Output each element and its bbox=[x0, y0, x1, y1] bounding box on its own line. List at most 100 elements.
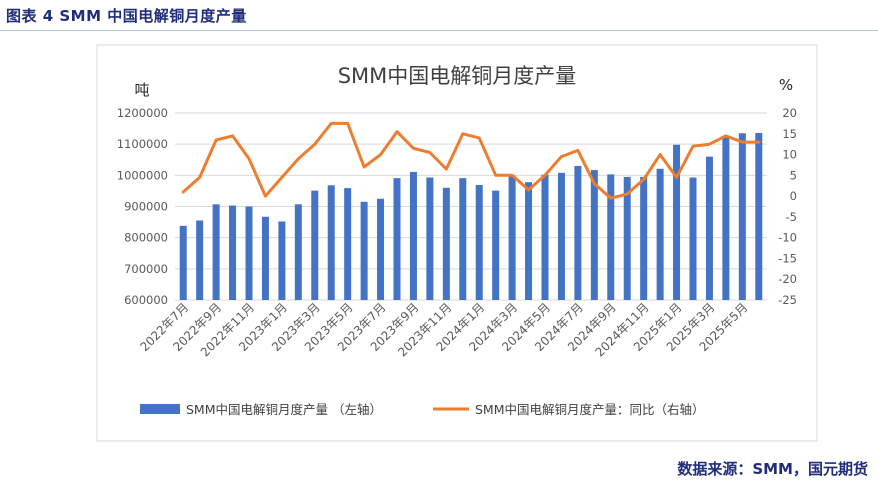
line-point bbox=[198, 176, 201, 179]
line-point bbox=[658, 153, 662, 156]
line-series bbox=[181, 121, 761, 200]
chart-title: SMM中国电解铜月度产量 bbox=[338, 64, 577, 88]
right-tick-label: 15 bbox=[782, 127, 797, 141]
right-tick-label: 0 bbox=[790, 189, 797, 203]
bar bbox=[212, 204, 220, 300]
bar-series bbox=[179, 132, 763, 300]
line-point bbox=[330, 122, 333, 125]
right-tick-label: -20 bbox=[778, 272, 797, 286]
line-point bbox=[510, 174, 514, 177]
right-tick-label: -25 bbox=[778, 293, 797, 307]
bar bbox=[590, 170, 598, 300]
line-point bbox=[691, 145, 695, 148]
right-tick-label: 5 bbox=[790, 168, 797, 182]
line-point bbox=[626, 192, 629, 196]
bar bbox=[475, 184, 483, 300]
bar bbox=[640, 176, 648, 300]
bar bbox=[755, 132, 763, 300]
line-point bbox=[379, 153, 382, 156]
yoy-line bbox=[181, 121, 761, 200]
bar bbox=[525, 182, 533, 300]
line-point bbox=[560, 155, 563, 158]
bar bbox=[508, 175, 516, 300]
line-point bbox=[346, 122, 349, 125]
caption-divider bbox=[0, 30, 878, 31]
bar bbox=[196, 220, 204, 300]
line-point bbox=[297, 157, 300, 160]
left-tick-label: 800000 bbox=[124, 231, 168, 245]
bar bbox=[722, 136, 730, 300]
right-tick-label: -15 bbox=[778, 251, 797, 265]
bar bbox=[229, 205, 237, 300]
figure-caption: 图表 4 SMM 中国电解铜月度产量 bbox=[6, 7, 247, 25]
bar bbox=[278, 221, 286, 300]
line-point bbox=[247, 157, 251, 160]
bar bbox=[409, 171, 417, 300]
bar bbox=[327, 185, 335, 300]
line-point bbox=[231, 134, 234, 138]
left-tick-label: 1000000 bbox=[117, 168, 168, 182]
left-axis-ticks: 1200000 1100000 1000000 900000 800000 700000 6… bbox=[117, 106, 168, 307]
legend: SMM中国电解铜月度产量 （左轴） SMM中国电解铜月度产量：同比（右轴） bbox=[140, 402, 705, 417]
line-point bbox=[543, 174, 547, 177]
left-axis-unit: 吨 bbox=[134, 81, 149, 99]
bar bbox=[344, 188, 352, 300]
legend-bar-label: SMM中国电解铜月度产量 （左轴） bbox=[186, 402, 382, 417]
bar bbox=[623, 176, 631, 300]
bar bbox=[294, 204, 302, 300]
line-point bbox=[741, 140, 744, 144]
bar bbox=[673, 144, 681, 300]
line-point bbox=[494, 174, 497, 177]
bar bbox=[557, 172, 565, 300]
left-tick-label: 1100000 bbox=[117, 137, 168, 151]
bar bbox=[245, 206, 253, 300]
right-tick-label: -10 bbox=[778, 231, 797, 245]
line-point bbox=[182, 190, 185, 194]
line-point bbox=[593, 182, 596, 185]
bar bbox=[393, 178, 401, 300]
bar bbox=[261, 216, 269, 300]
bar bbox=[360, 201, 368, 300]
bar bbox=[705, 156, 713, 300]
bar bbox=[574, 165, 582, 300]
bar bbox=[377, 198, 385, 300]
line-point bbox=[724, 134, 728, 138]
line-point bbox=[478, 136, 481, 140]
bar bbox=[656, 168, 664, 300]
left-tick-label: 900000 bbox=[124, 200, 168, 214]
line-point bbox=[445, 167, 448, 171]
right-tick-label: 10 bbox=[782, 148, 797, 162]
line-point bbox=[757, 140, 760, 144]
line-point bbox=[675, 176, 678, 179]
right-tick-label: 20 bbox=[782, 106, 797, 120]
line-point bbox=[395, 130, 399, 133]
left-tick-label: 1200000 bbox=[117, 106, 168, 120]
bar bbox=[311, 190, 319, 300]
line-point bbox=[362, 165, 366, 169]
line-point bbox=[313, 142, 316, 146]
line-point bbox=[412, 147, 415, 150]
line-point bbox=[428, 151, 432, 154]
line-point bbox=[214, 138, 218, 142]
gridlines bbox=[175, 112, 767, 301]
line-point bbox=[527, 188, 530, 192]
right-axis-unit: % bbox=[779, 76, 793, 94]
legend-line-label: SMM中国电解铜月度产量：同比（右轴） bbox=[475, 402, 705, 417]
data-source: 数据来源：SMM，国元期货 bbox=[677, 460, 868, 478]
left-tick-label: 600000 bbox=[124, 293, 168, 307]
line-point bbox=[609, 196, 612, 200]
bar bbox=[459, 178, 467, 300]
line-point bbox=[642, 178, 645, 181]
bar bbox=[738, 133, 746, 300]
legend-bar-swatch bbox=[140, 404, 180, 414]
line-point bbox=[280, 176, 284, 179]
bar bbox=[689, 177, 697, 300]
bar bbox=[426, 177, 434, 300]
left-tick-label: 700000 bbox=[124, 262, 168, 276]
bar bbox=[541, 174, 549, 300]
line-point bbox=[461, 132, 464, 135]
line-point bbox=[264, 194, 267, 198]
bar bbox=[179, 225, 187, 300]
bar bbox=[442, 187, 450, 300]
